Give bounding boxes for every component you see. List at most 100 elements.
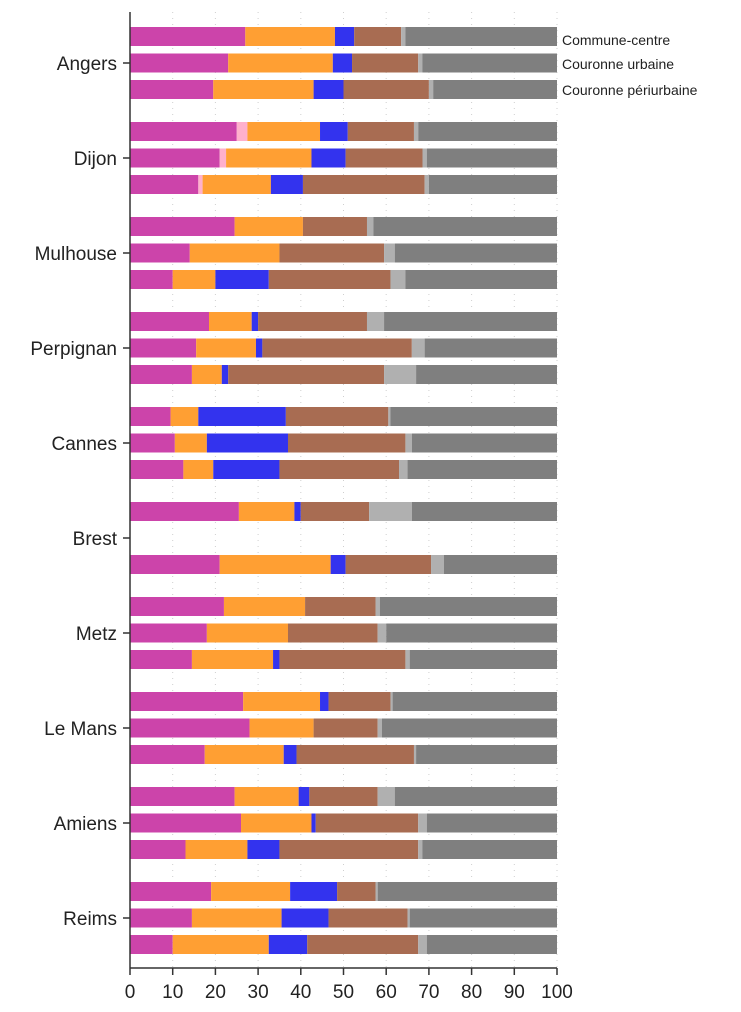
bar-segment-reims-row1-seg6	[375, 882, 378, 901]
city-label-dijon: Dijon	[74, 149, 117, 170]
bar-segment-le-mans-row3-seg1	[130, 745, 205, 764]
bar-segment-mulhouse-row1-seg1	[130, 217, 235, 236]
bar-segment-le-mans-row1-seg3	[243, 692, 321, 711]
bar-segment-perpignan-row1-seg1	[130, 312, 209, 331]
bar-segment-reims-row1-seg4	[290, 882, 338, 901]
axis-layer	[123, 12, 558, 975]
bar-segment-le-mans-row3-seg3	[204, 745, 284, 764]
bar-segment-metz-row3-seg7	[409, 650, 557, 669]
bar-segment-metz-row1-seg5	[305, 597, 376, 616]
bar-segment-le-mans-row1-seg6	[390, 692, 393, 711]
bar-segment-brest-row3-seg3	[219, 555, 331, 574]
bar-segment-angers-row2-seg1	[130, 53, 229, 73]
bar-segment-mulhouse-row1-seg6	[366, 217, 374, 236]
bar-segment-cannes-row1-seg7	[390, 407, 557, 426]
bar-segment-le-mans-row2-seg1	[130, 718, 250, 738]
bar-segment-dijon-row2-seg1	[130, 148, 220, 168]
bar-segment-cannes-row1-seg6	[388, 407, 391, 426]
bar-segment-cannes-row1-seg4	[198, 407, 286, 426]
bar-segment-metz-row1-seg1	[130, 597, 224, 616]
bar-segment-le-mans-row3-seg5	[296, 745, 414, 764]
bar-segment-metz-row3-seg4	[273, 650, 280, 669]
x-tick-label: 100	[541, 982, 573, 1003]
bar-segment-cannes-row2-seg1	[130, 433, 175, 453]
city-label-reims: Reims	[63, 909, 117, 930]
bar-segment-dijon-row1-seg7	[418, 122, 557, 141]
bar-segment-brest-row3-seg5	[345, 555, 432, 574]
bar-segment-le-mans-row1-seg1	[130, 692, 244, 711]
bar-segment-cannes-row3-seg6	[399, 460, 408, 479]
bar-segment-amiens-row1-seg7	[394, 787, 557, 806]
bar-segment-reims-row2-seg5	[328, 908, 408, 928]
bar-segment-reims-row2-seg3	[191, 908, 282, 928]
bar-segment-reims-row2-seg7	[409, 908, 557, 928]
bar-segment-le-mans-row1-seg4	[320, 692, 329, 711]
bar-segment-angers-row1-seg3	[245, 27, 335, 46]
bar-segment-perpignan-row1-seg4	[251, 312, 259, 331]
bar-segment-mulhouse-row1-seg7	[373, 217, 557, 236]
bar-segment-angers-row1-seg6	[401, 27, 406, 46]
bar-segment-brest-row1-seg7	[411, 502, 557, 521]
bar-segment-reims-row1-seg1	[130, 882, 212, 901]
bar-segment-reims-row2-seg6	[407, 908, 410, 928]
bar-segment-mulhouse-row2-seg3	[189, 243, 280, 263]
bar-segment-amiens-row3-seg6	[418, 840, 423, 859]
row-label-couronne-urbaine: Couronne urbaine	[562, 56, 674, 72]
bar-segment-amiens-row1-seg1	[130, 787, 235, 806]
bar-segment-brest-row3-seg6	[431, 555, 444, 574]
bar-segment-angers-row2-seg4	[332, 53, 353, 73]
city-label-angers: Angers	[57, 54, 117, 75]
bar-segment-brest-row3-seg7	[443, 555, 557, 574]
bar-segment-amiens-row3-seg3	[185, 840, 248, 859]
bar-segment-mulhouse-row3-seg7	[405, 270, 557, 289]
x-tick-label: 80	[461, 982, 482, 1003]
bar-segment-dijon-row3-seg5	[302, 175, 425, 194]
bar-segment-reims-row1-seg3	[211, 882, 291, 901]
bar-segment-brest-row1-seg4	[294, 502, 301, 521]
bar-segment-le-mans-row3-seg6	[413, 745, 417, 764]
bar-segment-angers-row3-seg6	[428, 80, 434, 99]
bar-segment-cannes-row3-seg1	[130, 460, 184, 479]
bar-segment-reims-row3-seg3	[172, 935, 269, 954]
bar-segment-le-mans-row1-seg7	[392, 692, 557, 711]
city-label-le-mans: Le Mans	[44, 719, 117, 740]
bar-segment-dijon-row3-seg6	[424, 175, 429, 194]
bar-segment-reims-row1-seg5	[337, 882, 376, 901]
bar-segment-amiens-row2-seg4	[311, 813, 316, 833]
bar-segment-le-mans-row2-seg7	[381, 718, 557, 738]
bar-segment-mulhouse-row3-seg4	[215, 270, 269, 289]
bar-segment-metz-row1-seg6	[375, 597, 380, 616]
bar-segment-dijon-row3-seg2	[198, 175, 203, 194]
bar-segment-mulhouse-row1-seg5	[302, 217, 367, 236]
bar-segment-perpignan-row1-seg3	[208, 312, 252, 331]
bar-segment-reims-row2-seg4	[281, 908, 329, 928]
city-label-perpignan: Perpignan	[30, 339, 117, 360]
bar-segment-reims-row3-seg7	[426, 935, 557, 954]
bar-segment-cannes-row3-seg4	[213, 460, 280, 479]
bar-segment-mulhouse-row2-seg6	[384, 243, 395, 263]
bar-segment-dijon-row1-seg4	[320, 122, 348, 141]
city-label-cannes: Cannes	[52, 434, 118, 455]
bar-segment-mulhouse-row3-seg5	[268, 270, 391, 289]
bar-segment-reims-row3-seg6	[418, 935, 427, 954]
bar-segment-angers-row1-seg1	[130, 27, 246, 46]
bar-segment-dijon-row1-seg5	[347, 122, 414, 141]
bar-segment-amiens-row2-seg5	[315, 813, 419, 833]
x-tick-label: 70	[418, 982, 439, 1003]
bar-segment-amiens-row1-seg3	[234, 787, 299, 806]
bar-segment-metz-row3-seg3	[191, 650, 274, 669]
bar-segment-reims-row3-seg4	[268, 935, 308, 954]
x-tick-label: 30	[248, 982, 269, 1003]
bar-segment-brest-row1-seg5	[300, 502, 370, 521]
bar-segment-dijon-row2-seg2	[219, 148, 227, 168]
bar-segment-metz-row1-seg3	[223, 597, 306, 616]
bar-segment-amiens-row3-seg7	[422, 840, 557, 859]
bar-segment-mulhouse-row2-seg7	[394, 243, 557, 263]
bar-segment-cannes-row1-seg3	[170, 407, 199, 426]
bar-segment-perpignan-row1-seg7	[384, 312, 557, 331]
bar-segment-brest-row1-seg6	[369, 502, 412, 521]
labels-layer: Commune-centre Couronne urbaine Couronne…	[30, 32, 697, 1003]
row-label-commune-centre: Commune-centre	[562, 32, 670, 48]
